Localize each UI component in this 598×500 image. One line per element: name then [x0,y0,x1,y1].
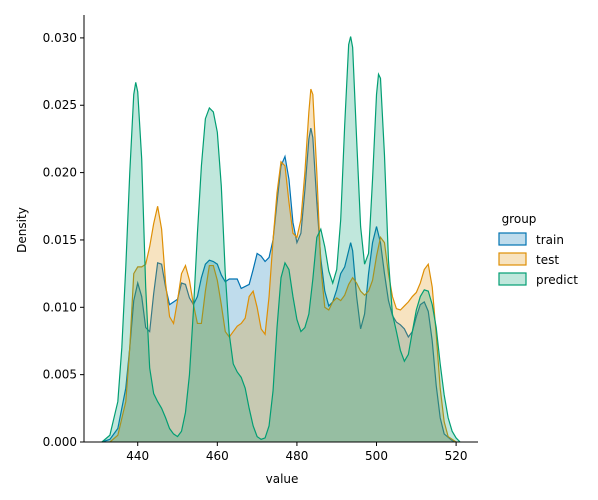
legend-title: group [502,212,537,226]
legend-label-predict: predict [536,273,578,287]
legend-label-train: train [536,233,564,247]
series-train-line [101,128,457,443]
series-test-line [109,88,457,443]
legend: group train test predict [498,212,578,287]
plot-area [101,36,461,443]
y-tick-label: 0.025 [43,98,77,112]
legend-label-test: test [536,253,559,267]
legend-swatch-predict [498,272,527,286]
x-tick-label: 440 [126,449,149,463]
x-tick-label: 500 [365,449,388,463]
x-axis: 440 460 480 500 520 [84,441,478,463]
x-tick-label: 520 [445,449,468,463]
x-tick-label: 460 [206,449,229,463]
legend-swatch-train [498,232,527,246]
y-tick-label: 0.000 [43,435,77,449]
y-tick-label: 0.030 [43,31,77,45]
y-axis: 0.000 0.005 0.010 0.015 0.020 0.025 0.030 [43,15,85,449]
series-test-area [109,89,457,442]
y-tick-label: 0.015 [43,233,77,247]
y-tick-label: 0.010 [43,300,77,314]
x-axis-title: value [266,472,299,486]
y-tick-label: 0.005 [43,368,77,382]
y-tick-label: 0.020 [43,166,77,180]
series-predict-line [101,36,461,443]
y-axis-title: Density [15,207,29,253]
legend-swatch-test [498,252,527,266]
x-tick-label: 480 [285,449,308,463]
series-predict-area [101,36,461,443]
